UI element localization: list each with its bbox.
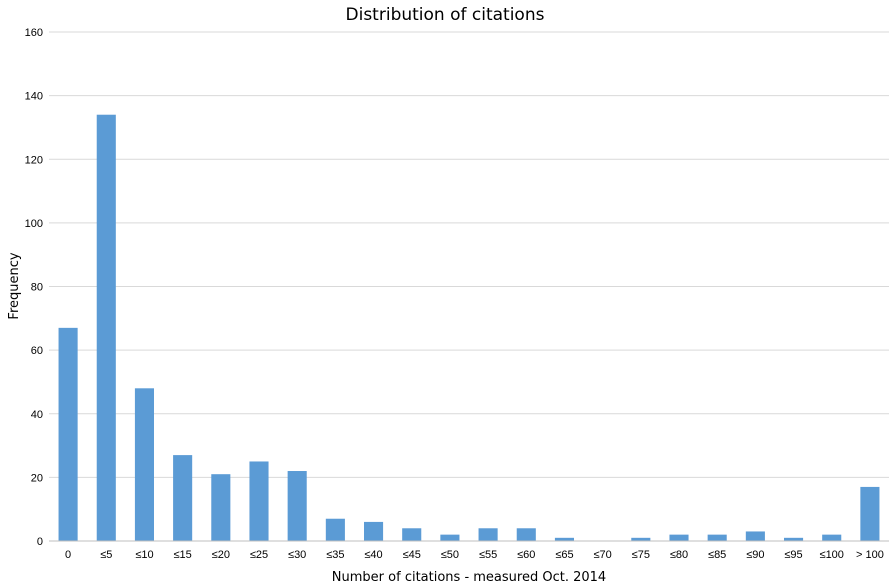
bar xyxy=(173,455,193,541)
x-axis-title: Number of citations - measured Oct. 2014 xyxy=(332,570,606,585)
x-tick-label: ≤70 xyxy=(593,549,611,561)
x-tick-label: ≤10 xyxy=(135,549,153,561)
y-tick-label: 160 xyxy=(25,27,43,39)
bar xyxy=(822,534,842,541)
x-tick-label: ≤85 xyxy=(708,549,726,561)
y-tick-label: 20 xyxy=(31,472,43,484)
x-tick-label: ≤90 xyxy=(746,549,764,561)
x-tick-label: ≤95 xyxy=(784,549,802,561)
bar xyxy=(58,327,78,541)
bar xyxy=(478,528,498,541)
y-tick-label: 140 xyxy=(25,91,43,103)
x-tick-label: ≤30 xyxy=(288,549,306,561)
bar xyxy=(364,521,384,541)
bar xyxy=(745,531,765,541)
y-tick-label: 0 xyxy=(37,536,43,548)
bar xyxy=(134,388,154,541)
y-tick-label: 80 xyxy=(31,282,43,294)
x-tick-label: ≤5 xyxy=(100,549,112,561)
x-tick-label: ≤80 xyxy=(670,549,688,561)
bar xyxy=(325,518,345,541)
bar xyxy=(96,114,116,542)
bar xyxy=(249,461,269,541)
bar xyxy=(287,471,307,541)
y-tick-label: 40 xyxy=(31,409,43,421)
bar xyxy=(402,528,422,541)
x-tick-label: ≤25 xyxy=(250,549,268,561)
x-tick-label: ≤65 xyxy=(555,549,573,561)
x-tick-label: ≤45 xyxy=(403,549,421,561)
bar xyxy=(860,486,880,541)
chart-title: Distribution of citations xyxy=(346,5,545,25)
x-tick-label: ≤50 xyxy=(441,549,459,561)
x-tick-label: ≤20 xyxy=(212,549,230,561)
y-axis-title: Frequency xyxy=(7,252,22,319)
x-tick-label: ≤55 xyxy=(479,549,497,561)
bar xyxy=(516,528,536,541)
bar xyxy=(440,534,460,541)
x-tick-label: ≤40 xyxy=(364,549,382,561)
bar xyxy=(784,537,804,541)
bar xyxy=(631,537,651,541)
y-tick-label: 60 xyxy=(31,345,43,357)
x-tick-label: ≤100 xyxy=(820,549,844,561)
x-tick-label: > 100 xyxy=(856,549,884,561)
x-tick-label: ≤15 xyxy=(173,549,191,561)
x-tick-label: ≤75 xyxy=(632,549,650,561)
y-tick-label: 120 xyxy=(25,154,43,166)
bar xyxy=(211,474,231,541)
y-tick-label: 100 xyxy=(25,218,43,230)
x-axis-ticks: 0 ≤5 ≤10 ≤15 ≤20 ≤25 ≤30 ≤35 ≤40 ≤45 ≤50 ≤55 ≤60 ≤65 ≤… xyxy=(65,549,884,561)
bar xyxy=(669,534,689,541)
x-tick-label: ≤35 xyxy=(326,549,344,561)
y-axis-ticks: 0 20 40 60 80 100 120 140 160 xyxy=(25,27,43,548)
bar xyxy=(707,534,727,541)
gridlines xyxy=(49,31,889,478)
bars xyxy=(58,114,880,542)
bar xyxy=(554,537,574,541)
x-tick-label: 0 xyxy=(65,549,71,561)
x-tick-label: ≤60 xyxy=(517,549,535,561)
